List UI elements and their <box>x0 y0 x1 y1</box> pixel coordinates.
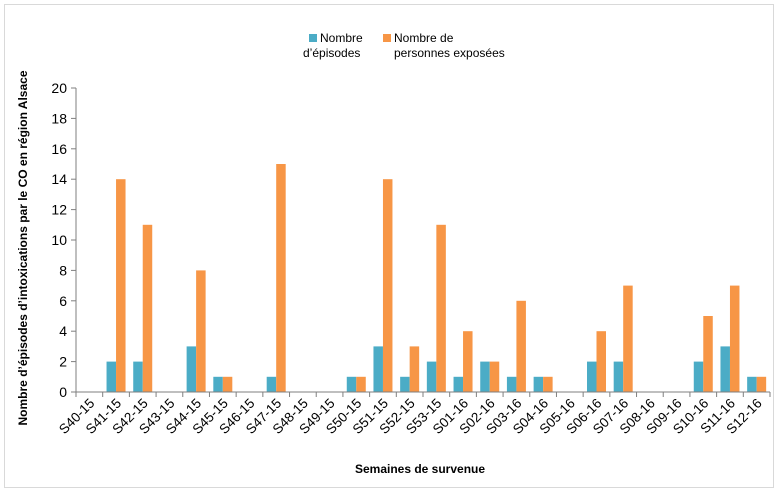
bar-episodes-S10-16 <box>693 361 704 392</box>
bar-exposed-S47-15 <box>276 164 286 392</box>
bar-episodes-S42-15 <box>133 361 143 392</box>
bar-episodes-S44-15 <box>186 346 197 392</box>
y-tick-label: 12 <box>51 202 67 218</box>
legend-label: Nombre d’épisodes <box>303 31 363 60</box>
bar-exposed-S53-15 <box>436 224 446 392</box>
y-axis-title: Nombre d’épisodes d’intoxications par le… <box>16 70 30 425</box>
y-axis-ticks: 0 2 4 6 8 10 12 14 16 18 20 <box>51 80 76 400</box>
bar-episodes-S45-15 <box>213 376 223 392</box>
bar-episodes-S01-16 <box>453 376 464 392</box>
bar-episodes-S02-16 <box>480 361 490 392</box>
bar-episodes-S06-16 <box>587 361 597 392</box>
bar-exposed-S44-15 <box>196 270 206 392</box>
bar-exposed-S02-16 <box>489 361 500 392</box>
x-axis-title: Semaines de survenue <box>355 462 485 476</box>
bar-episodes-S07-16 <box>613 361 624 392</box>
bar-exposed-S12-16 <box>756 376 767 392</box>
y-tick-label: 4 <box>59 323 67 339</box>
y-tick-label: 6 <box>59 293 67 309</box>
bar-episodes-S51-15 <box>373 346 383 392</box>
bar-exposed-S50-15 <box>356 376 366 392</box>
bar-episodes-S47-15 <box>266 376 277 392</box>
bar-exposed-S07-16 <box>623 285 633 392</box>
y-tick-label: 14 <box>51 171 67 187</box>
bar-exposed-S51-15 <box>382 179 393 392</box>
legend-swatch <box>383 34 391 42</box>
bar-episodes-S11-16 <box>720 346 730 392</box>
y-tick-label: 16 <box>51 141 67 157</box>
bar-episodes-S53-15 <box>426 361 437 392</box>
x-axis-ticks: S40-15S41-15S42-15S43-15S44-15S45-15S46-… <box>56 392 771 437</box>
bar-episodes-S04-16 <box>533 376 544 392</box>
bar-episodes-S03-16 <box>506 376 517 392</box>
bars <box>106 164 767 392</box>
bar-exposed-S41-15 <box>116 179 126 392</box>
bar-exposed-S04-16 <box>543 376 553 392</box>
legend: Nombre d’épisodes Nombre de personnes expos… <box>303 31 505 60</box>
bar-episodes-S50-15 <box>346 376 357 392</box>
bar-exposed-S06-16 <box>596 331 606 392</box>
y-tick-label: 0 <box>59 384 67 400</box>
bar-exposed-S52-15 <box>409 346 420 392</box>
bar-exposed-S01-16 <box>463 331 473 392</box>
y-tick-label: 2 <box>59 354 67 370</box>
bar-episodes-S41-15 <box>106 361 117 392</box>
y-tick-label: 20 <box>51 80 67 96</box>
y-tick-label: 8 <box>59 262 67 278</box>
bar-episodes-S52-15 <box>400 376 410 392</box>
legend-swatch <box>309 34 317 42</box>
legend-label: Nombre de personnes exposées <box>394 31 505 60</box>
bar-exposed-S10-16 <box>703 316 713 392</box>
bar-exposed-S45-15 <box>222 376 233 392</box>
y-tick-label: 18 <box>51 110 67 126</box>
bar-episodes-S12-16 <box>747 376 757 392</box>
bar-exposed-S42-15 <box>142 224 153 392</box>
y-tick-label: 10 <box>51 232 67 248</box>
bar-exposed-S03-16 <box>516 300 526 392</box>
bar-exposed-S11-16 <box>729 285 740 392</box>
